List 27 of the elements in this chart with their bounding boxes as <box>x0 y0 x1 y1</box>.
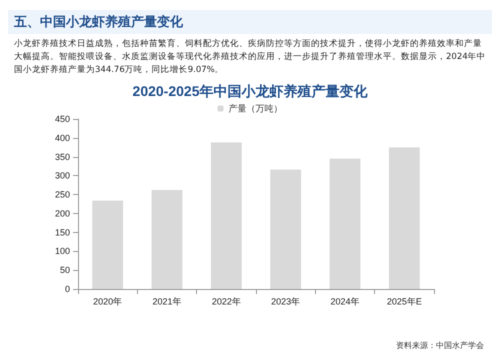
bar <box>92 200 124 289</box>
y-tick-label: 0 <box>64 284 70 294</box>
y-tick-label: 450 <box>54 114 70 124</box>
x-tick-label: 2020年 <box>93 296 122 306</box>
x-tick-label: 2021年 <box>152 296 182 306</box>
bar <box>330 158 360 289</box>
y-tick-label: 150 <box>54 227 70 238</box>
text: 五、中国小龙虾养殖产量变化 <box>8 10 492 34</box>
bar <box>152 190 182 289</box>
y-tick-label: 300 <box>54 170 70 181</box>
legend-label: 产量（万吨） <box>228 104 282 114</box>
x-tick-label: 2025年E <box>386 296 422 306</box>
x-tick-label: 2023年 <box>271 296 300 306</box>
y-tick-label: 350 <box>54 152 70 162</box>
chart-title: 2020-2025年中国小龙虾养殖产量变化 <box>132 83 368 99</box>
y-tick-label: 200 <box>54 208 70 218</box>
bar <box>388 147 420 289</box>
y-tick-label: 250 <box>54 190 70 200</box>
y-tick-label: 400 <box>54 132 70 143</box>
bar <box>270 170 302 289</box>
text: 资料来源：中国水产学会 <box>396 340 484 351</box>
y-tick-label: 50 <box>60 265 70 276</box>
bar <box>210 142 242 289</box>
y-tick-label: 100 <box>54 246 70 256</box>
chart-subtitle: 小龙虾养殖技术日益成熟，包括种苗繁育、饲料配方优化、疾病防控等方面的技术提升，使得小龙虾的养殖效率和产量大幅提高。智能投喂设备、水质监测设备等现代化养殖技术的应用，进一步提升了养殖管理水平。数据显示，2024年中国小龙虾养殖产量为344.76万吨，同比增长9.07%。 <box>14 38 486 77</box>
x-tick-label: 2022年 <box>212 296 241 306</box>
x-tick-label: 2024年 <box>330 296 360 306</box>
